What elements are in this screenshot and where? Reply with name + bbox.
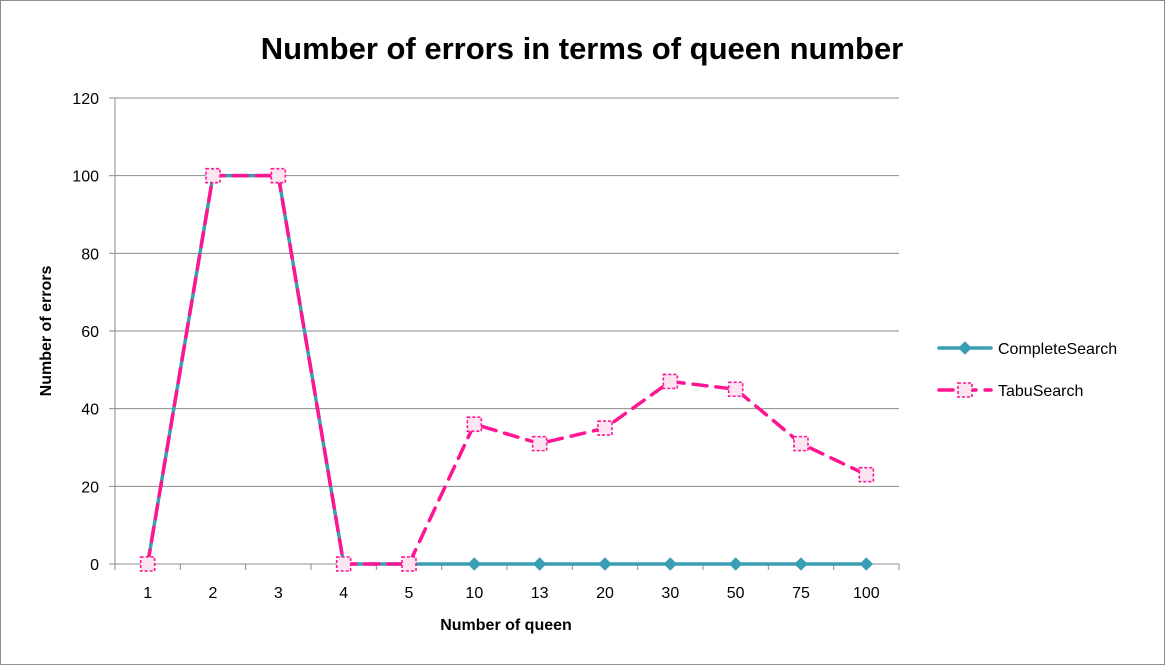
data-point-CompleteSearch <box>663 557 678 571</box>
x-axis-title: Number of queen <box>440 617 572 634</box>
tick-labels: 0 20 40 60 80 100 120 1 2 3 4 5 10 13 20 30 50 75 100 <box>72 91 879 602</box>
data-point-TabuSearch <box>335 556 352 572</box>
data-point-CompleteSearch <box>598 557 612 571</box>
data-point-TabuSearch <box>662 373 679 390</box>
series-CompleteSearch <box>140 168 874 571</box>
y-tick-label: 20 <box>81 479 99 496</box>
data-point-CompleteSearch <box>794 557 808 571</box>
x-tick-label: 20 <box>596 585 614 602</box>
x-tick-label: 2 <box>209 585 218 602</box>
y-tick-label: 0 <box>90 557 99 574</box>
data-point-TabuSearch <box>401 556 417 572</box>
x-tick-label: 100 <box>853 585 880 602</box>
data-point-TabuSearch <box>858 466 875 483</box>
data-point-CompleteSearch <box>728 557 743 571</box>
x-tick-label: 50 <box>727 585 745 602</box>
data-point-CompleteSearch <box>532 557 547 571</box>
y-tick-label: 100 <box>72 169 99 186</box>
y-tick-label: 80 <box>81 246 99 263</box>
legend-marker-CompleteSearch <box>958 341 972 355</box>
data-point-TabuSearch <box>531 435 548 452</box>
data-point-TabuSearch <box>727 381 744 398</box>
series-layer <box>139 167 875 572</box>
x-tick-label: 1 <box>143 585 152 602</box>
data-point-TabuSearch <box>793 435 809 452</box>
legend-label: TabuSearch <box>998 383 1083 400</box>
axes <box>109 97 900 570</box>
data-point-TabuSearch <box>270 167 287 184</box>
data-point-CompleteSearch <box>467 557 482 571</box>
y-tick-label: 60 <box>81 324 99 341</box>
x-tick-label: 10 <box>465 585 483 602</box>
series-line-CompleteSearch <box>145 173 869 566</box>
y-tick-label: 40 <box>81 402 99 419</box>
legend-item-CompleteSearch: CompleteSearch <box>937 341 1117 358</box>
x-tick-label: 5 <box>405 585 414 602</box>
x-tick-label: 4 <box>339 585 348 602</box>
legend-label: CompleteSearch <box>998 341 1117 358</box>
y-axis-title: Number of errors <box>38 266 55 397</box>
data-point-CompleteSearch <box>859 557 874 571</box>
data-point-TabuSearch <box>466 416 483 433</box>
legend-marker-TabuSearch <box>957 382 973 398</box>
series-TabuSearch <box>139 167 875 572</box>
series-line-TabuSearch <box>145 173 869 566</box>
data-point-TabuSearch <box>139 556 156 572</box>
chart-title: Number of errors in terms of queen numbe… <box>261 31 904 66</box>
data-point-TabuSearch <box>205 167 221 184</box>
data-point-TabuSearch <box>597 420 613 436</box>
x-tick-label: 13 <box>531 585 549 602</box>
x-tick-label: 30 <box>661 585 679 602</box>
legend-item-TabuSearch: TabuSearch <box>937 382 1083 400</box>
x-tick-label: 3 <box>274 585 283 602</box>
x-tick-label: 75 <box>792 585 810 602</box>
legend: CompleteSearch TabuSearch <box>937 341 1117 400</box>
y-tick-label: 120 <box>72 91 99 108</box>
